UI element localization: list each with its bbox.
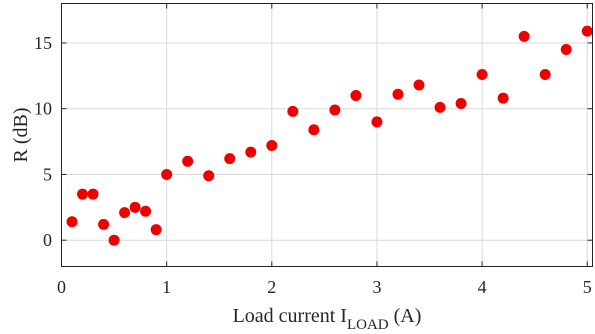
data-point [98, 218, 110, 230]
data-point [150, 224, 162, 236]
y-axis-label: R (dB) [10, 108, 32, 163]
x-tick-labels: 0 1 2 3 4 5 [57, 277, 592, 297]
data-point [350, 90, 362, 102]
y-tick-label: 0 [43, 230, 52, 250]
data-point [77, 188, 89, 200]
x-tick-label: 2 [267, 277, 276, 297]
data-point [203, 170, 215, 182]
data-point [413, 79, 425, 91]
x-tick-label: 1 [162, 277, 171, 297]
data-point [539, 69, 551, 81]
data-point [245, 146, 257, 158]
data-point [161, 168, 173, 180]
data-point [287, 105, 299, 117]
data-point [434, 101, 446, 113]
data-point [497, 92, 509, 104]
data-point [476, 69, 488, 81]
y-tick-label: 10 [34, 99, 52, 119]
data-point [455, 97, 467, 109]
x-tick-label: 3 [372, 277, 381, 297]
plot-frame [61, 3, 593, 267]
x-tick-label: 0 [57, 277, 66, 297]
data-point [371, 116, 383, 128]
data-point [129, 201, 141, 213]
data-point [266, 140, 278, 152]
data-point [182, 155, 194, 167]
y-tick-labels: 0 5 10 15 [34, 33, 52, 250]
data-point [140, 205, 152, 217]
grid [61, 3, 593, 267]
data-point [87, 188, 99, 200]
x-tick-label: 5 [583, 277, 592, 297]
x-tick-label: 4 [478, 277, 487, 297]
data-point [108, 234, 120, 246]
data-point [329, 104, 341, 116]
data-point [224, 153, 236, 165]
y-tick-label: 5 [43, 164, 52, 184]
y-tick-label: 15 [34, 33, 52, 53]
data-point [560, 44, 572, 56]
data-point [308, 124, 320, 136]
data-point [119, 207, 131, 219]
x-axis-label: Load current ILOAD (A) [233, 305, 422, 333]
data-point [581, 25, 593, 37]
data-point [66, 216, 78, 228]
data-point [392, 88, 404, 100]
data-point [518, 30, 530, 42]
data-points [66, 25, 593, 246]
